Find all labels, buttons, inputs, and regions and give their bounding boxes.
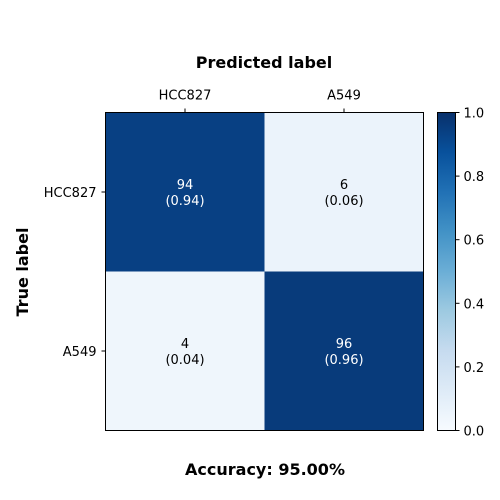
cell-fraction-label: (0.96) (324, 353, 363, 368)
x-tick-label: HCC827 (159, 89, 212, 104)
x-tick-label: A549 (327, 89, 361, 104)
colorbar-tick-label: 0.2 (464, 361, 485, 376)
colorbar-tick-label: 0.4 (464, 297, 485, 312)
cell-count-label: 6 (340, 178, 348, 193)
x-axis-title: Predicted label (196, 53, 332, 72)
matrix-cell (264, 271, 424, 431)
cell-count-label: 4 (181, 337, 189, 352)
cell-fraction-label: (0.94) (165, 194, 204, 209)
y-tick-label: HCC827 (44, 186, 97, 201)
y-tick-labels: HCC827 A549 (44, 186, 106, 360)
matrix-cell (264, 112, 424, 272)
accuracy-footer: Accuracy: 95.00% (185, 460, 345, 479)
colorbar-ticks: 0.0 0.2 0.4 0.6 0.8 1.0 (455, 107, 485, 440)
matrix-cell (105, 112, 265, 272)
colorbar (437, 112, 456, 431)
cell-count-label: 96 (336, 337, 353, 352)
x-tick-labels: HCC827 A549 (159, 89, 361, 113)
colorbar-tick-label: 0.8 (464, 170, 485, 185)
colorbar-tick-label: 1.0 (464, 107, 485, 122)
y-axis-title: True label (13, 228, 32, 317)
colorbar-tick-label: 0.0 (464, 425, 485, 440)
colorbar-tick-label: 0.6 (464, 234, 485, 249)
matrix-frame (105, 112, 424, 431)
matrix-cell (105, 271, 265, 431)
matrix-cells: 94(0.94) 6(0.06) 4(0.04) 96(0.96) (105, 112, 424, 431)
cell-count-label: 94 (177, 178, 194, 193)
y-tick-label: A549 (63, 345, 97, 360)
cell-fraction-label: (0.04) (165, 353, 204, 368)
cell-fraction-label: (0.06) (324, 194, 363, 209)
